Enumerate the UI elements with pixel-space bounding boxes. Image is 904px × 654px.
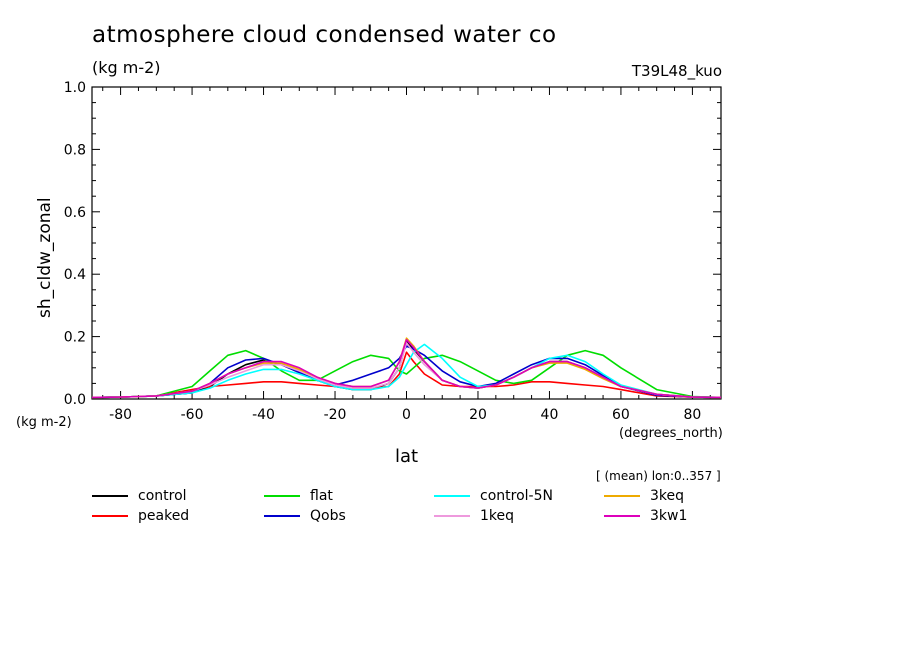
region-note: [ (mean) lon:0..357 ]	[596, 469, 721, 483]
legend-item: Qobs	[264, 508, 346, 524]
chart-units: (kg m-2)	[92, 58, 161, 77]
legend-label: peaked	[138, 508, 190, 524]
legend-label: flat	[310, 488, 333, 504]
series-line-flat	[91, 349, 722, 399]
legend-label: 3kw1	[650, 508, 688, 524]
x-tick-label: -20	[324, 407, 347, 423]
x-tick-label: 0	[402, 407, 411, 423]
legend-swatch	[92, 515, 128, 517]
legend-swatch	[92, 495, 128, 497]
x-tick-label: -60	[181, 407, 204, 423]
series-line-control-5N	[91, 343, 722, 399]
legend-item: control-5N	[434, 488, 553, 504]
legend-swatch	[604, 495, 640, 497]
series-line-peaked	[91, 351, 722, 399]
chart-title: atmosphere cloud condensed water co	[92, 22, 557, 48]
legend-swatch	[434, 515, 470, 517]
y-axis-units: (kg m-2)	[16, 415, 72, 430]
series-line-Qobs	[91, 345, 722, 399]
series-line-1keq	[91, 341, 722, 399]
legend-item: control	[92, 488, 187, 504]
legend-label: Qobs	[310, 508, 346, 524]
experiment-label: T39L48_kuo	[631, 62, 722, 80]
y-tick-label: 0.4	[64, 267, 86, 283]
x-tick-label: -80	[109, 407, 132, 423]
y-tick-label: 0.2	[64, 330, 86, 346]
x-axis-units: (degrees_north)	[619, 426, 723, 441]
series-line-control	[91, 340, 722, 399]
x-tick-label: 80	[683, 407, 701, 423]
x-tick-label: -40	[252, 407, 275, 423]
legend-label: 1keq	[480, 508, 515, 524]
legend-item: flat	[264, 488, 333, 504]
legend-item: 3keq	[604, 488, 684, 504]
legend-item: 3kw1	[604, 508, 687, 524]
y-tick-label: 0.0	[64, 392, 86, 408]
legend-label: control-5N	[480, 488, 553, 504]
y-tick-label: 1.0	[64, 80, 86, 96]
legend-swatch	[604, 515, 640, 517]
legend-swatch	[264, 515, 300, 517]
x-tick-label: 20	[469, 407, 487, 423]
legend-swatch	[264, 495, 300, 497]
legend-item: peaked	[92, 508, 189, 524]
x-axis-label: lat	[395, 446, 419, 467]
y-tick-label: 0.6	[64, 205, 86, 221]
legend-label: control	[138, 488, 187, 504]
legend-swatch	[434, 495, 470, 497]
x-tick-label: 40	[541, 407, 559, 423]
legend-item: 1keq	[434, 508, 514, 524]
legend-label: 3keq	[650, 488, 685, 504]
y-tick-label: 0.8	[64, 142, 86, 158]
series-line-3kw1	[91, 338, 722, 399]
x-tick-label: 60	[612, 407, 630, 423]
